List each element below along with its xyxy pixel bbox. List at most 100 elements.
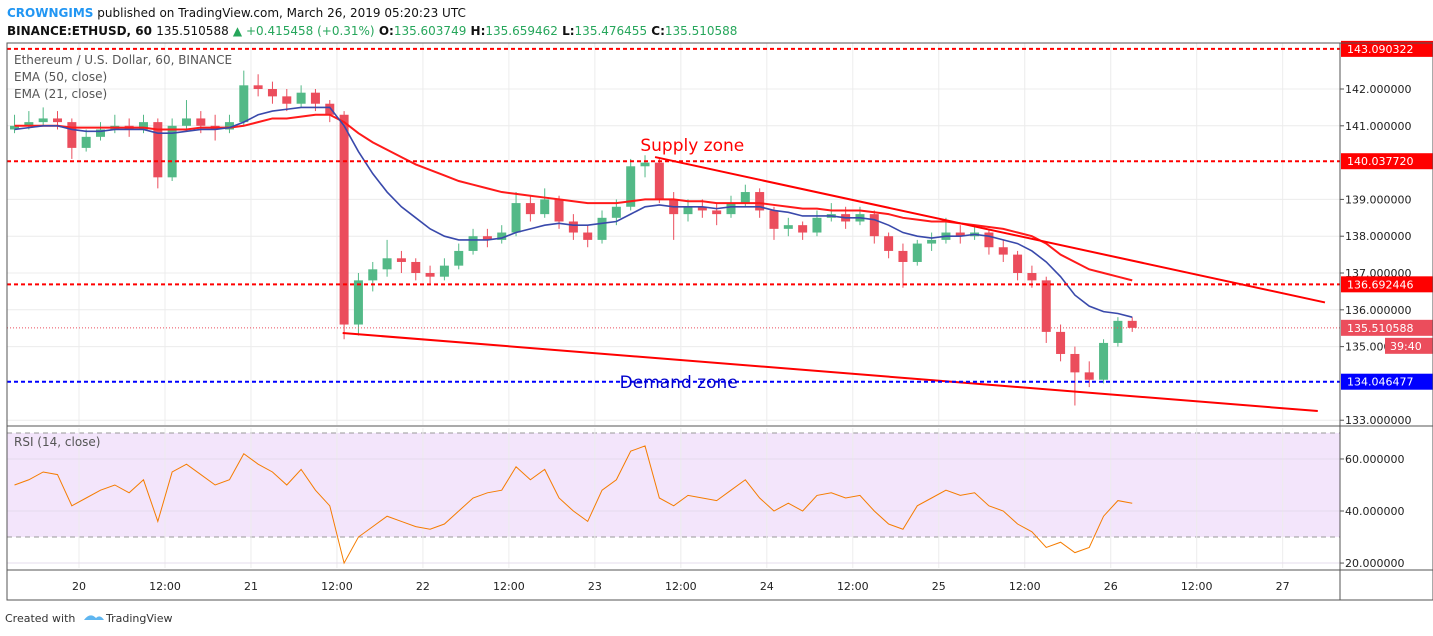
published: published on TradingView.com, March 26, … <box>97 6 466 20</box>
candle-body <box>812 217 822 233</box>
candle-body <box>1027 273 1037 281</box>
candle-body <box>1127 320 1137 328</box>
candle-body <box>138 122 148 130</box>
candle-body <box>912 243 922 262</box>
candle-body <box>224 122 234 130</box>
candle-body <box>425 273 435 277</box>
candle-body <box>296 92 306 104</box>
candle-body <box>24 122 34 126</box>
open-label: O: <box>379 24 394 38</box>
candle-body <box>239 85 249 123</box>
candle-body <box>1113 320 1123 343</box>
last-price-tag <box>1341 319 1433 336</box>
chart-layer: 20 12:00 21 12:00 22 12:00 23 12:00 24 12:00 25 12:… <box>7 40 1433 593</box>
legend-entry: EMA (50, close) <box>14 70 107 84</box>
candle-body <box>683 206 693 215</box>
candle-body <box>568 221 578 233</box>
candle-body <box>67 122 77 148</box>
x-tick-label: 12:00 <box>1009 580 1041 593</box>
candle-body <box>382 258 392 270</box>
x-tick-label: 12:00 <box>837 580 869 593</box>
ema-line <box>14 106 1133 318</box>
open-value: 135.603749 <box>394 24 467 38</box>
candle-body <box>783 225 793 229</box>
header-line-1: CROWNGIMS published on TradingView.com, … <box>7 6 466 20</box>
candle-body <box>726 203 736 215</box>
candle-body <box>439 265 449 277</box>
x-tick-label: 12:00 <box>493 580 525 593</box>
level-tag <box>1341 373 1433 390</box>
trendline <box>654 156 1326 304</box>
logo <box>84 615 104 620</box>
level-label: 134.046477 <box>1347 376 1413 389</box>
candle-body <box>540 199 550 215</box>
x-tick-label: 12:00 <box>1181 580 1213 593</box>
annotation: Demand zone <box>620 373 738 393</box>
candle-body <box>81 136 91 148</box>
candle-body <box>396 258 406 262</box>
candle-body <box>253 85 263 90</box>
rsi-line <box>14 445 1133 565</box>
candle-body <box>353 280 363 325</box>
level-tag <box>1341 153 1433 170</box>
candle-body <box>38 118 48 123</box>
x-tick-label: 12:00 <box>321 580 353 593</box>
candle-body <box>454 250 464 266</box>
x-tick-label: 24 <box>760 580 774 593</box>
author[interactable]: CROWNGIMS <box>7 6 93 20</box>
symbol: BINANCE:ETHUSD, 60 <box>7 24 152 38</box>
footer-prefix: Created with <box>5 612 75 625</box>
high-value: 135.659462 <box>485 24 558 38</box>
candle-body <box>282 96 292 104</box>
candle-body <box>927 239 937 244</box>
trendline <box>342 331 1318 413</box>
level-label: 136.692446 <box>1347 278 1413 291</box>
close-value: 135.510588 <box>665 24 738 38</box>
candle-body <box>1084 372 1094 380</box>
footer-brand[interactable]: TradingView <box>105 612 172 625</box>
countdown-tag <box>1385 337 1433 354</box>
candle-body <box>769 210 779 229</box>
candle-body <box>1013 254 1023 274</box>
close-label: C: <box>651 24 665 38</box>
candle-body <box>368 269 378 281</box>
candle-body <box>10 125 20 130</box>
candle-body <box>884 236 894 251</box>
countdown: 39:40 <box>1390 340 1422 353</box>
ema-line <box>14 113 1133 282</box>
low-value: 135.476455 <box>575 24 648 38</box>
candle-body <box>611 206 621 218</box>
rsi-title: RSI (14, close) <box>14 435 100 449</box>
candle-body <box>1099 342 1109 380</box>
change: ▲ +0.415458 (+0.31%) <box>233 24 375 38</box>
y-tick-label: 40.000000 <box>1345 505 1405 518</box>
candle-body <box>310 92 320 104</box>
x-tick-label: 21 <box>244 580 258 593</box>
x-tick-label: 22 <box>416 580 430 593</box>
candle-body <box>167 125 177 178</box>
candle-body <box>482 236 492 240</box>
candle-body <box>181 118 191 126</box>
x-tick-label: 20 <box>72 580 86 593</box>
candle-body <box>411 261 421 274</box>
y-tick-label: 60.000000 <box>1345 453 1405 466</box>
candle-body <box>740 192 750 204</box>
candle-body <box>998 247 1008 255</box>
candle-body <box>1056 331 1066 354</box>
last: 135.510588 <box>156 24 229 38</box>
candle-body <box>525 203 535 215</box>
low-label: L: <box>562 24 574 38</box>
candle-body <box>955 232 965 237</box>
candle-body <box>697 206 707 211</box>
header-line-2: BINANCE:ETHUSD, 60 135.510588 ▲ +0.41545… <box>7 24 737 38</box>
candle-body <box>153 122 163 178</box>
candle-body <box>339 114 349 325</box>
candle-body <box>53 118 63 123</box>
candle-body <box>511 203 521 233</box>
candle-body <box>755 192 765 211</box>
legend-title: Ethereum / U.S. Dollar, 60, BINANCE <box>14 53 232 67</box>
x-tick-label: 12:00 <box>665 580 697 593</box>
y-tick-label: 136.000000 <box>1345 304 1411 317</box>
x-tick-label: 26 <box>1104 580 1118 593</box>
